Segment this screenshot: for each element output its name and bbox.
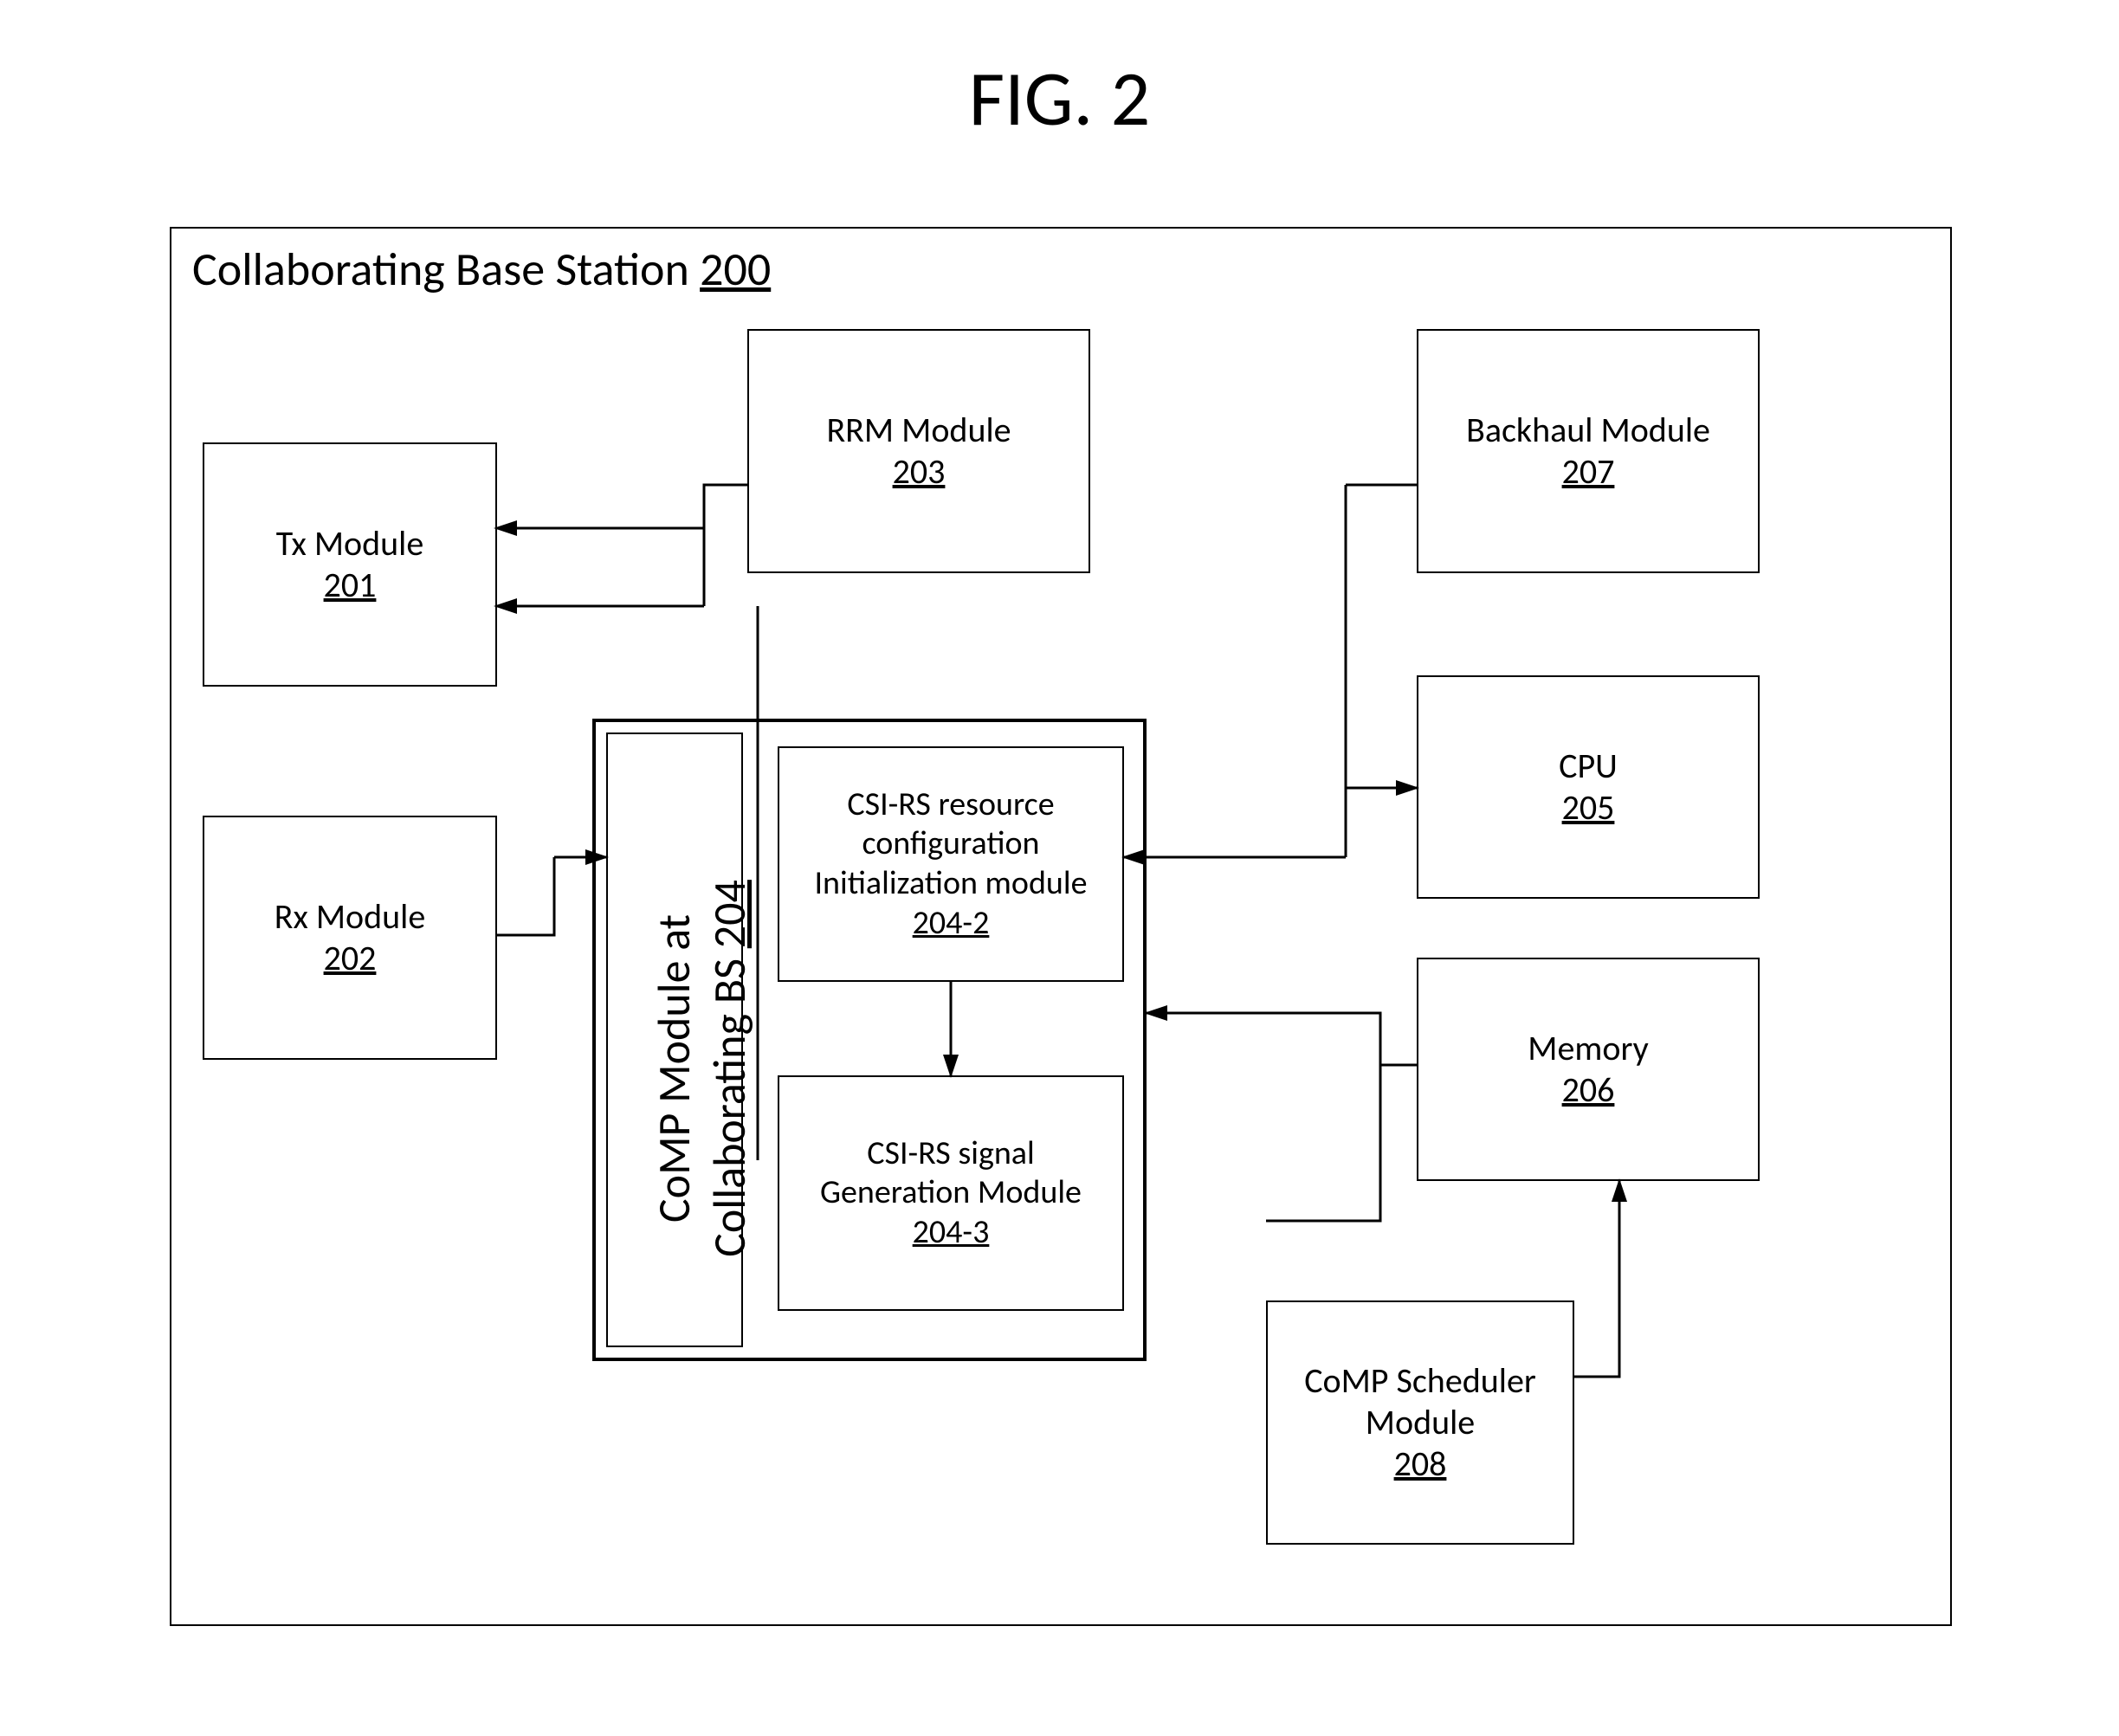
container-title-ref: 200 — [700, 241, 771, 298]
rrm-module-ref: 203 — [893, 451, 946, 493]
scheduler-name: CoMP Scheduler Module — [1304, 1359, 1536, 1443]
csi-config-line1: CSI-RS resource — [847, 785, 1054, 825]
csi-gen-box: CSI-RS signal Generation Module 204-3 — [778, 1075, 1124, 1311]
cpu-box: CPU 205 — [1417, 675, 1760, 899]
figure-title: FIG. 2 — [0, 52, 2119, 145]
rx-module-box: Rx Module 202 — [203, 816, 497, 1060]
scheduler-box: CoMP Scheduler Module 208 — [1266, 1300, 1574, 1545]
csi-config-box: CSI-RS resource configuration Initializa… — [778, 746, 1124, 982]
cpu-name: CPU — [1559, 745, 1618, 787]
container-title-prefix: Collaborating Base Station — [192, 241, 700, 298]
csi-gen-line2: Generation Module — [820, 1173, 1082, 1213]
memory-ref: 206 — [1562, 1069, 1615, 1111]
memory-name: Memory — [1528, 1028, 1648, 1069]
csi-config-ref: 204-2 — [913, 904, 990, 944]
csi-config-line2: configuration — [862, 824, 1040, 864]
cpu-ref: 205 — [1562, 787, 1615, 829]
container-title: Collaborating Base Station 200 — [192, 241, 771, 298]
comp-label-ref: 204 — [701, 880, 757, 948]
figure-title-text: FIG. 2 — [969, 51, 1151, 146]
backhaul-module-box: Backhaul Module 207 — [1417, 329, 1760, 573]
rrm-module-box: RRM Module 203 — [747, 329, 1090, 573]
comp-module-vertical-label: CoMP Module at Collaborating BS 204 — [646, 765, 757, 1371]
backhaul-module-ref: 207 — [1562, 451, 1615, 493]
tx-module-ref: 201 — [324, 565, 377, 606]
rx-module-ref: 202 — [324, 938, 377, 979]
diagram-canvas: FIG. 2 Collaborating Base Station 200 Tx… — [0, 0, 2119, 1736]
rx-module-name: Rx Module — [275, 896, 426, 938]
memory-box: Memory 206 — [1417, 958, 1760, 1181]
scheduler-ref: 208 — [1394, 1443, 1447, 1485]
rrm-module-name: RRM Module — [826, 410, 1011, 451]
csi-gen-ref: 204-3 — [913, 1213, 990, 1253]
csi-gen-line1: CSI-RS signal — [867, 1134, 1034, 1174]
csi-config-line3: Initialization module — [814, 864, 1087, 904]
comp-label-line1: CoMP Module at — [646, 914, 701, 1223]
comp-label-line2: Collaborating BS — [701, 958, 757, 1257]
tx-module-name: Tx Module — [276, 523, 424, 565]
backhaul-module-name: Backhaul Module — [1466, 410, 1710, 451]
tx-module-box: Tx Module 201 — [203, 442, 497, 687]
